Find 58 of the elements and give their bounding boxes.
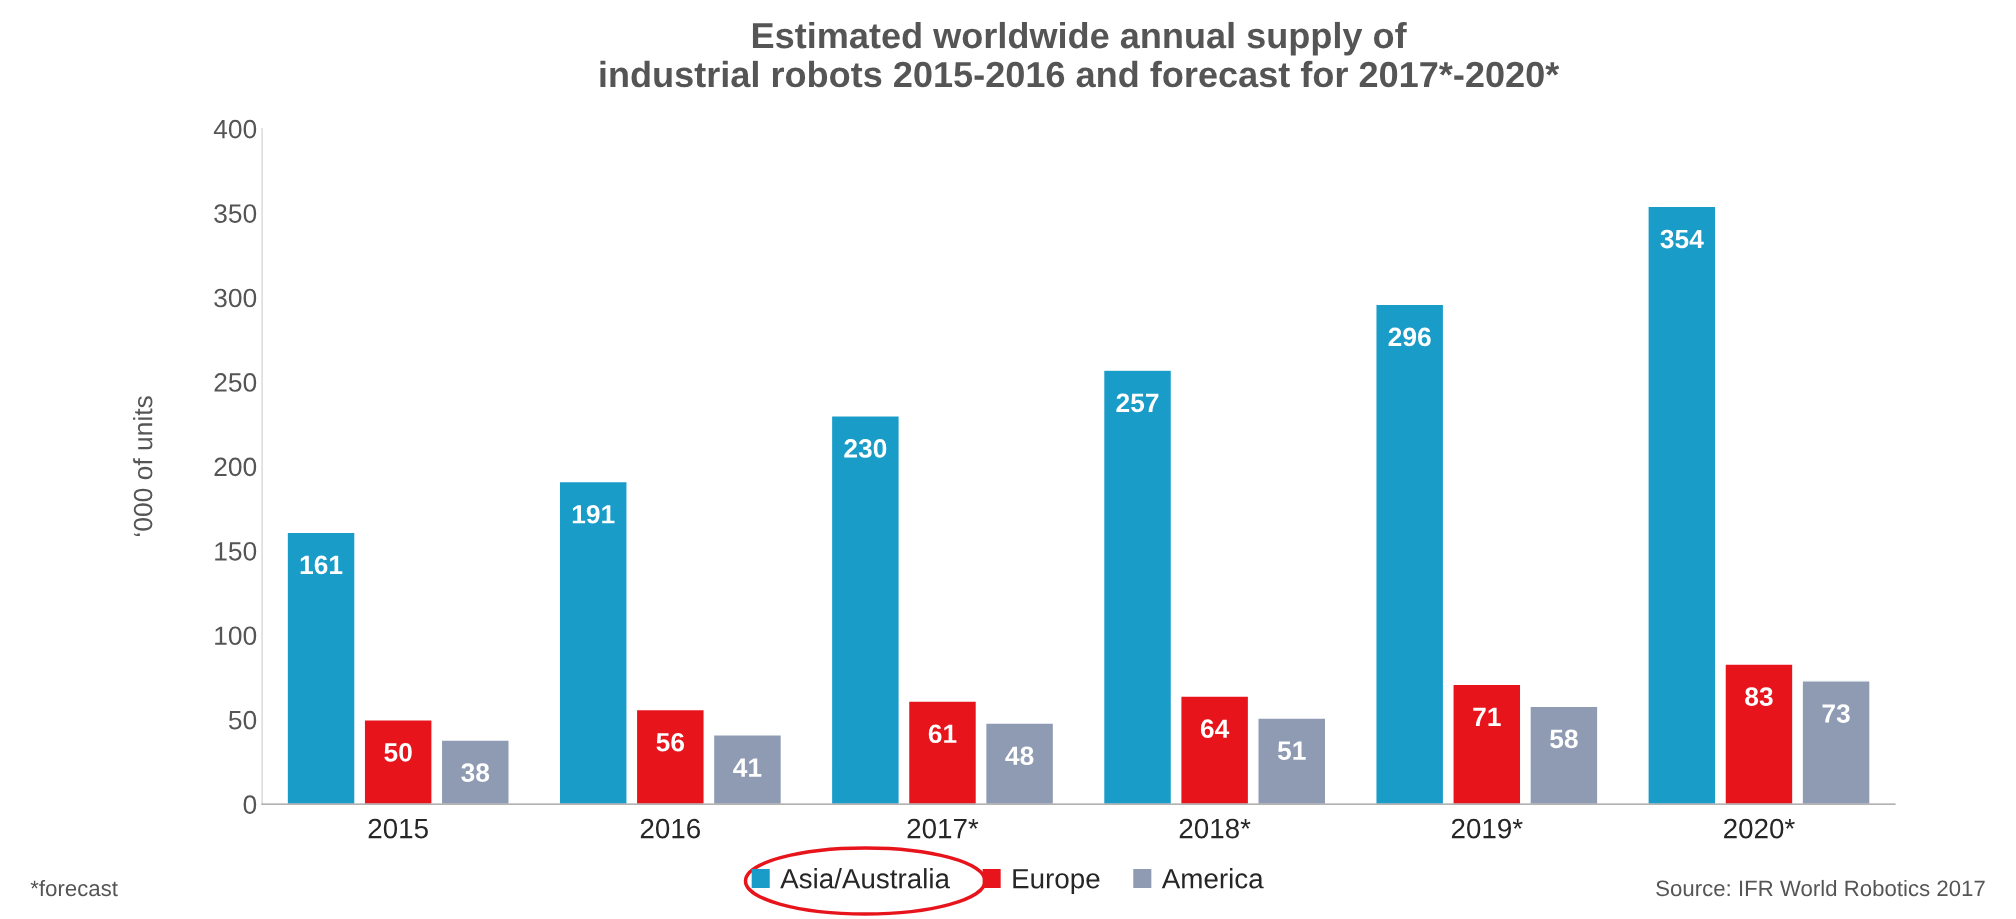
bar — [1102, 369, 1173, 805]
data-label: 73 — [1822, 704, 1850, 723]
x-tick-label: 2016 — [640, 818, 700, 839]
data-label: 50 — [384, 743, 412, 762]
bar — [1724, 663, 1794, 805]
y-tick-label: 150 — [215, 541, 257, 561]
legend-label: America — [1161, 868, 1264, 889]
y-tick-label: 0 — [243, 795, 257, 814]
bar — [1180, 695, 1250, 805]
data-label: 296 — [1388, 327, 1431, 347]
bar — [712, 734, 783, 805]
text: *forecast — [30, 879, 118, 897]
data-label: 161 — [300, 555, 343, 575]
x-tick-label: 2018* — [1179, 818, 1251, 839]
data-label: 41 — [733, 758, 762, 777]
data-label: 48 — [1005, 746, 1034, 766]
bar — [830, 415, 900, 805]
x-tick-label: 2020* — [1724, 818, 1795, 839]
bar — [363, 718, 433, 805]
bar — [635, 708, 705, 805]
y-tick-label: 250 — [214, 373, 257, 392]
data-label: 83 — [1745, 687, 1773, 707]
data-label: 38 — [461, 763, 490, 782]
bar — [440, 739, 510, 805]
legend-label: Asia/Australia — [780, 868, 950, 889]
y-tick-label: 50 — [228, 710, 257, 730]
bar — [286, 531, 356, 805]
data-label: 191 — [572, 504, 615, 524]
data-label: 51 — [1277, 741, 1306, 761]
y-tick-label: 300 — [214, 288, 257, 308]
y-axis-title: ‘000 of units — [133, 396, 153, 536]
data-label: 56 — [656, 732, 685, 752]
data-label: 71 — [1473, 707, 1501, 726]
bar — [1529, 705, 1599, 805]
legend-label: Europe — [1013, 869, 1100, 894]
data-label: 58 — [1550, 729, 1578, 749]
bar — [1452, 683, 1522, 805]
bar — [1375, 303, 1445, 805]
x-tick-label: 2015 — [368, 818, 428, 839]
data-label: 64 — [1200, 719, 1230, 739]
x-tick-label: 2017* — [907, 818, 979, 839]
bar — [984, 722, 1055, 805]
x-tick-label: 2019* — [1451, 818, 1523, 839]
y-tick-label: 350 — [214, 204, 257, 223]
bar — [1801, 680, 1871, 805]
source-note: Source: IFR World Robotics 2017 — [1656, 879, 1985, 897]
bar — [558, 480, 628, 805]
data-label: 354 — [1660, 229, 1704, 249]
bar — [1647, 205, 1717, 805]
y-tick-label: 100 — [215, 626, 257, 646]
chart-title: Estimated worldwide annual supply of industrial robots 2015-2016 and forecast for 2017*-2020* — [600, 21, 1560, 88]
data-label: 61 — [928, 724, 957, 744]
y-tick-label: 200 — [214, 457, 257, 477]
y-tick-label: 400 — [213, 119, 257, 139]
data-label: 230 — [844, 439, 887, 458]
data-label: 257 — [1116, 393, 1159, 413]
bar — [907, 700, 978, 805]
bar — [1257, 717, 1327, 805]
